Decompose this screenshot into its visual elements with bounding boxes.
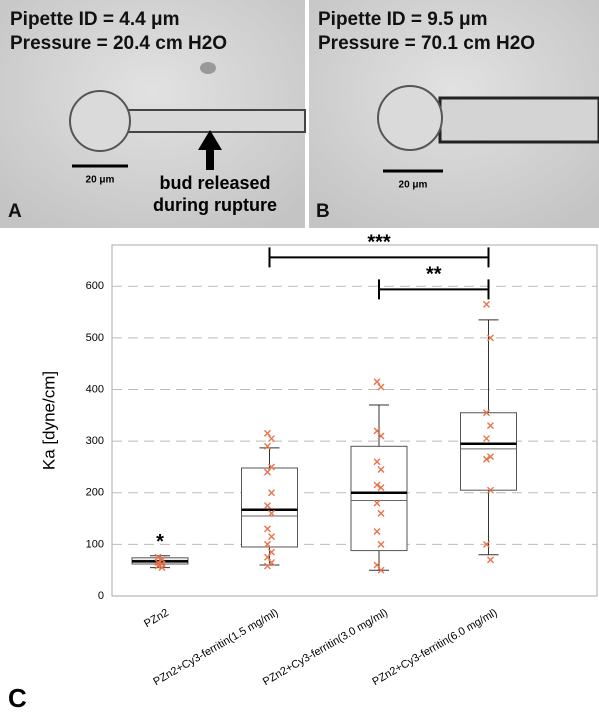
data-point (268, 548, 275, 556)
panel-text: Pressure = 20.4 cm H2O (10, 33, 227, 54)
data-point (373, 561, 381, 569)
data-point (487, 453, 494, 461)
scale-label: 20 μm (399, 180, 428, 191)
y-tick-label: 100 (86, 538, 104, 550)
data-point (487, 334, 494, 342)
data-point (268, 435, 275, 443)
data-point (264, 502, 271, 510)
data-point (373, 481, 381, 489)
data-point (483, 435, 490, 443)
data-point (377, 383, 385, 391)
data-point (377, 566, 385, 574)
data-point (268, 463, 275, 471)
y-tick-label: 200 (86, 487, 104, 499)
data-point (483, 540, 490, 548)
data-point (483, 455, 490, 463)
data-point (264, 468, 271, 476)
data-point (264, 525, 271, 533)
note: bud released during rupture (153, 173, 277, 215)
data-point (264, 540, 271, 548)
y-tick-label: 400 (86, 383, 104, 395)
data-point (373, 427, 381, 435)
vesicle (377, 85, 443, 151)
significance: ** (426, 264, 442, 286)
data-point (373, 527, 381, 535)
plot-frame (111, 244, 598, 597)
significance: * (156, 531, 164, 553)
box (350, 445, 408, 552)
data-point (483, 300, 490, 308)
bud (200, 62, 216, 74)
data-point (487, 422, 494, 430)
significance: *** (367, 232, 391, 254)
panel-letter: C (8, 683, 27, 713)
panel-text: Pipette ID = 4.4 μm (10, 9, 180, 30)
data-point (264, 562, 271, 570)
data-point (377, 466, 385, 474)
note-box: bud released during rupture (153, 173, 277, 215)
panel-text: Pressure = 70.1 cm H2O (318, 33, 535, 54)
data-point (377, 509, 385, 517)
panel-letter: A (8, 201, 22, 222)
y-tick-label: 0 (98, 590, 104, 602)
y-axis-label: Ka [dyne/cm] (39, 371, 58, 470)
data-point (487, 486, 494, 494)
data-point (154, 553, 162, 561)
data-point (377, 484, 385, 492)
data-point (264, 429, 271, 437)
data-point (268, 509, 275, 517)
panel-b: Pipette ID = 9.5 μm Pressure = 70.1 cm H… (309, 0, 599, 228)
y-tick-label: 600 (86, 280, 104, 292)
scale-label: 20 μm (86, 175, 115, 186)
data-point (154, 562, 162, 570)
vesicle (69, 90, 131, 152)
data-point (264, 553, 271, 561)
data-point (158, 564, 166, 572)
data-point (373, 499, 381, 507)
panel-text: Pipette ID = 9.5 μm (318, 9, 488, 30)
data-point (373, 458, 381, 466)
panel-a: Pipette ID = 4.4 μm Pressure = 20.4 cm H… (0, 0, 306, 228)
panel-letter: B (316, 201, 330, 222)
y-tick-label: 500 (86, 332, 104, 344)
x-tick-label: PZn2+Cy3-ferritin(1.5 mg/ml) (151, 607, 280, 688)
data-point (377, 432, 385, 440)
data-point (487, 556, 494, 564)
data-point (268, 533, 275, 541)
pipette (438, 96, 599, 144)
data-point (373, 378, 381, 386)
data-point (264, 442, 271, 450)
data-point (483, 409, 490, 417)
x-tick-label: PZn2 (142, 607, 171, 631)
data-point (377, 540, 385, 548)
box (460, 412, 517, 491)
pipette (127, 109, 306, 133)
x-tick-label: PZn2+Cy3-ferritin(6.0 mg/ml) (370, 607, 499, 688)
data-point (268, 489, 275, 497)
y-tick-label: 300 (86, 435, 104, 447)
x-tick-label: PZn2+Cy3-ferritin(3.0 mg/ml) (261, 607, 390, 688)
arrow (198, 130, 222, 170)
